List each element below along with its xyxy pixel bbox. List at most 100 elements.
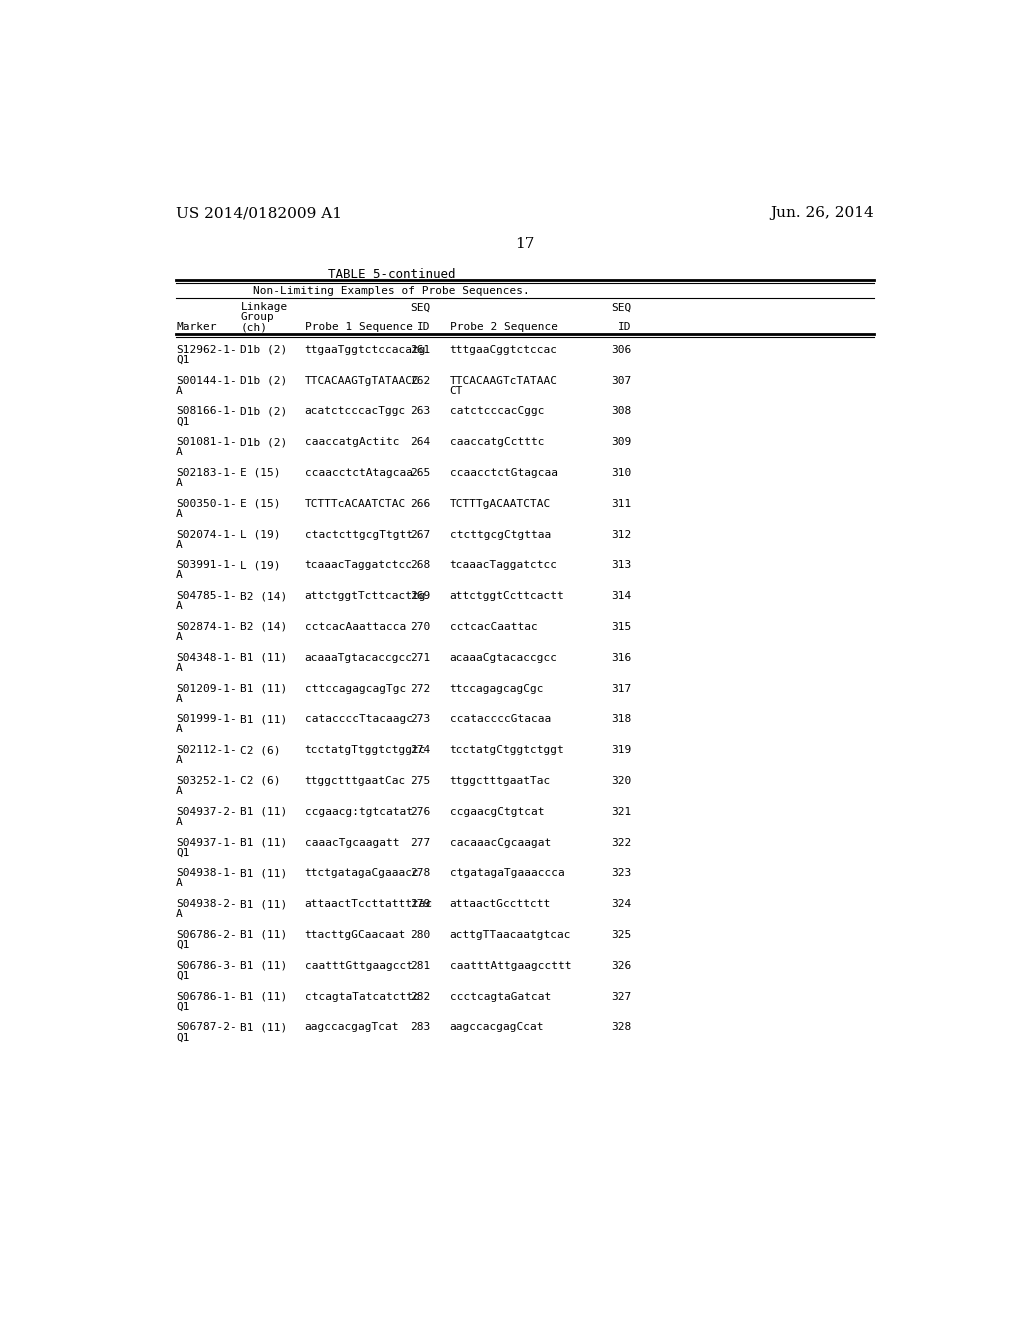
Text: Q1: Q1: [176, 970, 189, 981]
Text: L (19): L (19): [241, 529, 281, 540]
Text: 273: 273: [410, 714, 430, 725]
Text: 282: 282: [410, 991, 430, 1002]
Text: Linkage: Linkage: [241, 302, 288, 313]
Text: 308: 308: [611, 407, 632, 416]
Text: S06786-1-: S06786-1-: [176, 991, 237, 1002]
Text: ttctgatagaCgaaacc: ttctgatagaCgaaacc: [305, 869, 420, 878]
Text: catctcccacCggc: catctcccacCggc: [450, 407, 544, 416]
Text: cctcacCaattac: cctcacCaattac: [450, 622, 538, 632]
Text: 271: 271: [410, 653, 430, 663]
Text: S02112-1-: S02112-1-: [176, 744, 237, 755]
Text: acaaaCgtacaccgcc: acaaaCgtacaccgcc: [450, 653, 558, 663]
Text: 279: 279: [410, 899, 430, 909]
Text: A: A: [176, 447, 183, 457]
Text: cacaaacCgcaagat: cacaaacCgcaagat: [450, 838, 551, 847]
Text: ttggctttgaatCac: ttggctttgaatCac: [305, 776, 406, 785]
Text: S04785-1-: S04785-1-: [176, 591, 237, 601]
Text: ID: ID: [618, 322, 632, 333]
Text: Jun. 26, 2014: Jun. 26, 2014: [770, 206, 873, 220]
Text: B1 (11): B1 (11): [241, 653, 288, 663]
Text: SEQ: SEQ: [410, 302, 430, 313]
Text: D1b (2): D1b (2): [241, 345, 288, 355]
Text: 318: 318: [611, 714, 632, 725]
Text: TTCACAAGTgTATAACC: TTCACAAGTgTATAACC: [305, 376, 420, 385]
Text: acaaaTgtacaccgcc: acaaaTgtacaccgcc: [305, 653, 413, 663]
Text: 324: 324: [611, 899, 632, 909]
Text: S12962-1-: S12962-1-: [176, 345, 237, 355]
Text: 270: 270: [410, 622, 430, 632]
Text: 312: 312: [611, 529, 632, 540]
Text: 274: 274: [410, 744, 430, 755]
Text: 323: 323: [611, 869, 632, 878]
Text: Q1: Q1: [176, 416, 189, 426]
Text: S04937-1-: S04937-1-: [176, 838, 237, 847]
Text: tttgaaCggtctccac: tttgaaCggtctccac: [450, 345, 558, 355]
Text: Probe 1 Sequence: Probe 1 Sequence: [305, 322, 413, 333]
Text: 317: 317: [611, 684, 632, 693]
Text: S08166-1-: S08166-1-: [176, 407, 237, 416]
Text: A: A: [176, 663, 183, 673]
Text: cataccccTtacaagc: cataccccTtacaagc: [305, 714, 413, 725]
Text: D1b (2): D1b (2): [241, 407, 288, 416]
Text: A: A: [176, 878, 183, 888]
Text: A: A: [176, 570, 183, 581]
Text: attctggtCcttcactt: attctggtCcttcactt: [450, 591, 564, 601]
Text: CT: CT: [450, 385, 463, 396]
Text: TTCACAAGTcTATAAC: TTCACAAGTcTATAAC: [450, 376, 558, 385]
Text: C2 (6): C2 (6): [241, 744, 281, 755]
Text: E (15): E (15): [241, 469, 281, 478]
Text: S00350-1-: S00350-1-: [176, 499, 237, 508]
Text: 320: 320: [611, 776, 632, 785]
Text: S04348-1-: S04348-1-: [176, 653, 237, 663]
Text: S00144-1-: S00144-1-: [176, 376, 237, 385]
Text: caaccatgActitc: caaccatgActitc: [305, 437, 399, 447]
Text: A: A: [176, 909, 183, 919]
Text: A: A: [176, 755, 183, 766]
Text: 283: 283: [410, 1022, 430, 1032]
Text: S03991-1-: S03991-1-: [176, 561, 237, 570]
Text: B1 (11): B1 (11): [241, 991, 288, 1002]
Text: caaccatgCctttc: caaccatgCctttc: [450, 437, 544, 447]
Text: S01999-1-: S01999-1-: [176, 714, 237, 725]
Text: tcaaacTaggatctcc: tcaaacTaggatctcc: [450, 561, 558, 570]
Text: 327: 327: [611, 991, 632, 1002]
Text: A: A: [176, 632, 183, 642]
Text: ttggctttgaatTac: ttggctttgaatTac: [450, 776, 551, 785]
Text: Q1: Q1: [176, 847, 189, 858]
Text: D1b (2): D1b (2): [241, 437, 288, 447]
Text: ctactcttgcgTtgtt: ctactcttgcgTtgtt: [305, 529, 413, 540]
Text: A: A: [176, 693, 183, 704]
Text: A: A: [176, 785, 183, 796]
Text: B1 (11): B1 (11): [241, 899, 288, 909]
Text: 328: 328: [611, 1022, 632, 1032]
Text: 326: 326: [611, 961, 632, 970]
Text: caatttGttgaagcct: caatttGttgaagcct: [305, 961, 413, 970]
Text: B1 (11): B1 (11): [241, 684, 288, 693]
Text: S06786-3-: S06786-3-: [176, 961, 237, 970]
Text: C2 (6): C2 (6): [241, 776, 281, 785]
Text: 272: 272: [410, 684, 430, 693]
Text: Q1: Q1: [176, 355, 189, 364]
Text: 280: 280: [410, 929, 430, 940]
Text: B1 (11): B1 (11): [241, 929, 288, 940]
Text: 261: 261: [410, 345, 430, 355]
Text: ttgaaTggtctccacatg: ttgaaTggtctccacatg: [305, 345, 426, 355]
Text: S01081-1-: S01081-1-: [176, 437, 237, 447]
Text: 262: 262: [410, 376, 430, 385]
Text: A: A: [176, 601, 183, 611]
Text: 322: 322: [611, 838, 632, 847]
Text: A: A: [176, 385, 183, 396]
Text: D1b (2): D1b (2): [241, 376, 288, 385]
Text: ccgaacgCtgtcat: ccgaacgCtgtcat: [450, 807, 544, 817]
Text: Probe 2 Sequence: Probe 2 Sequence: [450, 322, 558, 333]
Text: SEQ: SEQ: [611, 302, 632, 313]
Text: 266: 266: [410, 499, 430, 508]
Text: 278: 278: [410, 869, 430, 878]
Text: 265: 265: [410, 469, 430, 478]
Text: attctggtTcttcacttg: attctggtTcttcacttg: [305, 591, 426, 601]
Text: B2 (14): B2 (14): [241, 591, 288, 601]
Text: attaactGccttctt: attaactGccttctt: [450, 899, 551, 909]
Text: Q1: Q1: [176, 940, 189, 950]
Text: cttccagagcagTgc: cttccagagcagTgc: [305, 684, 406, 693]
Text: A: A: [176, 817, 183, 826]
